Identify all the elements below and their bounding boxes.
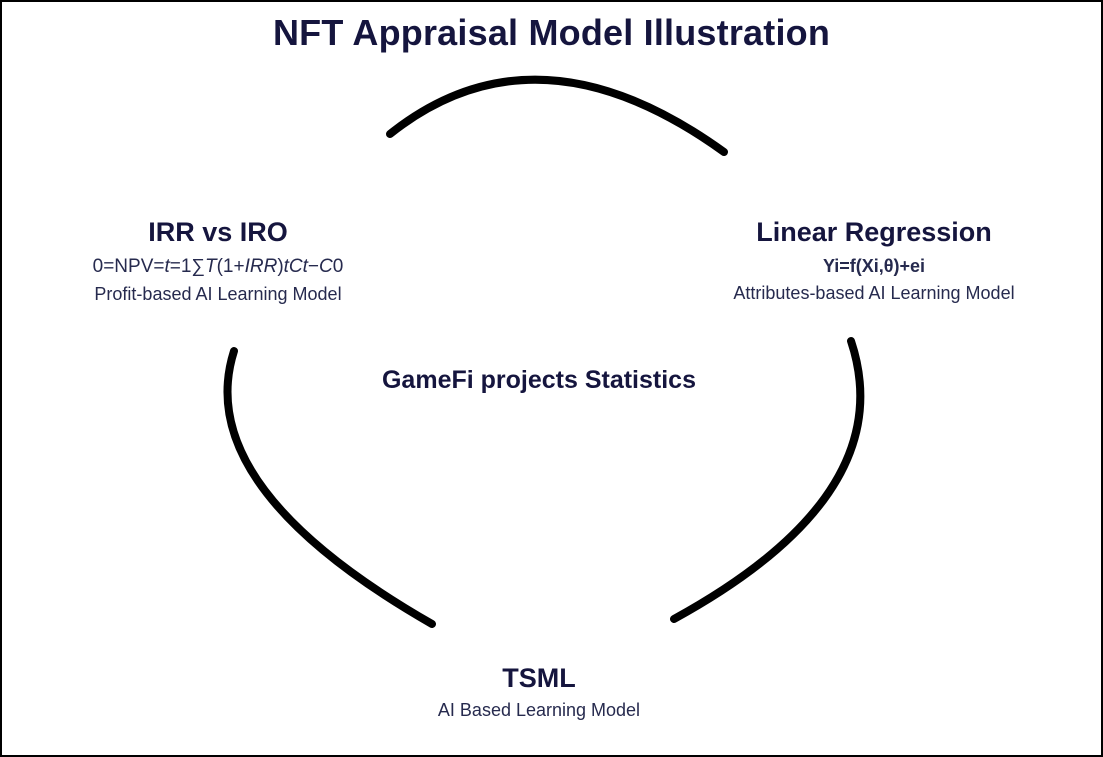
node-linear-regression-formula: Yi=f(Xi,θ)+ei xyxy=(822,255,926,276)
arc-top-icon xyxy=(386,75,728,156)
node-tsml-subtitle: AI Based Learning Model xyxy=(437,699,641,720)
node-linear-regression-title: Linear Regression xyxy=(756,217,992,247)
center-label-gamefi-statistics: GameFi projects Statistics xyxy=(381,366,696,394)
node-tsml: TSML AI Based Learning Model xyxy=(339,663,739,721)
node-linear-regression-subtitle: Attributes-based AI Learning Model xyxy=(733,283,1015,304)
node-tsml-title: TSML xyxy=(502,663,576,693)
node-irr-formula: 0=NPV=t=1∑T(1+IRR)tCt−C0 xyxy=(92,255,344,277)
node-irr-subtitle: Profit-based AI Learning Model xyxy=(94,284,342,305)
page-title: NFT Appraisal Model Illustration xyxy=(272,12,831,53)
node-linear-regression: Linear Regression Yi=f(Xi,θ)+ei Attribut… xyxy=(674,217,1074,305)
node-irr-title: IRR vs IRO xyxy=(148,217,288,247)
node-irr-vs-iro: IRR vs IRO 0=NPV=t=1∑T(1+IRR)tCt−C0 Prof… xyxy=(18,217,418,306)
